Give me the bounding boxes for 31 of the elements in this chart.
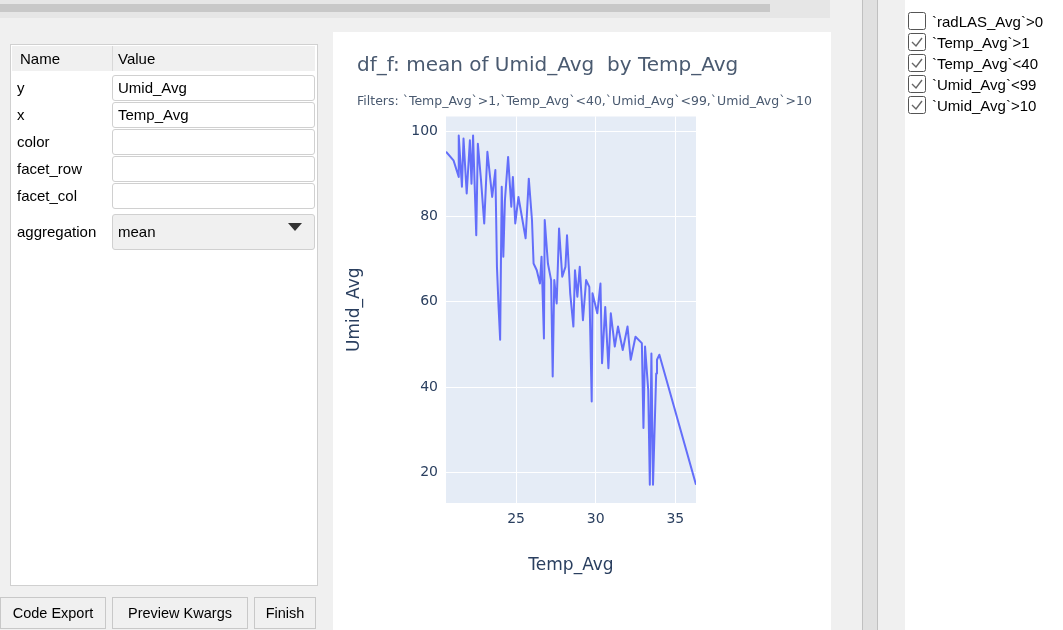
text: `radLAS_Avg`>0 [932,12,1044,30]
text: `Temp_Avg`>1 [932,33,1030,51]
y-tick-label: 80 [420,207,438,224]
y-tick-label: 100 [411,121,438,138]
text: `Temp_Avg`<40 [932,54,1039,72]
text: Name [20,50,61,67]
text: x [17,106,25,123]
text: Temp_Avg [118,106,189,123]
chart-subtitle: Filters: `Temp_Avg`>1,`Temp_Avg`<40,`Umid_Avg`<99,`Umid_Avg`>10 [357,93,812,108]
chart-title: df_f: mean of Umid_Avg by Temp_Avg [357,52,739,76]
x-axis-title: Temp_Avg [527,554,614,576]
text: aggregation [17,223,97,240]
text: Umid_Avg [118,79,187,96]
y-tick-label: 40 [420,377,438,394]
text: Finish [254,597,316,629]
y-axis-title: Umid_Avg [342,267,364,352]
text: facet_row [17,160,83,177]
x-tick-label: 30 [586,510,605,527]
text: `Umid_Avg`>10 [932,96,1037,114]
text: facet_col [17,187,78,204]
text: Code Export [0,597,106,629]
text: Value [118,50,156,67]
text: `Umid_Avg`<99 [932,75,1037,93]
x-tick-label: 25 [507,510,525,527]
y-tick-label: 20 [420,462,438,479]
text: mean [118,223,156,240]
text: color [17,133,50,150]
x-tick-label: 35 [666,510,685,527]
text: Preview Kwargs [112,597,248,629]
y-tick-label: 60 [420,292,438,309]
text: y [17,79,25,96]
